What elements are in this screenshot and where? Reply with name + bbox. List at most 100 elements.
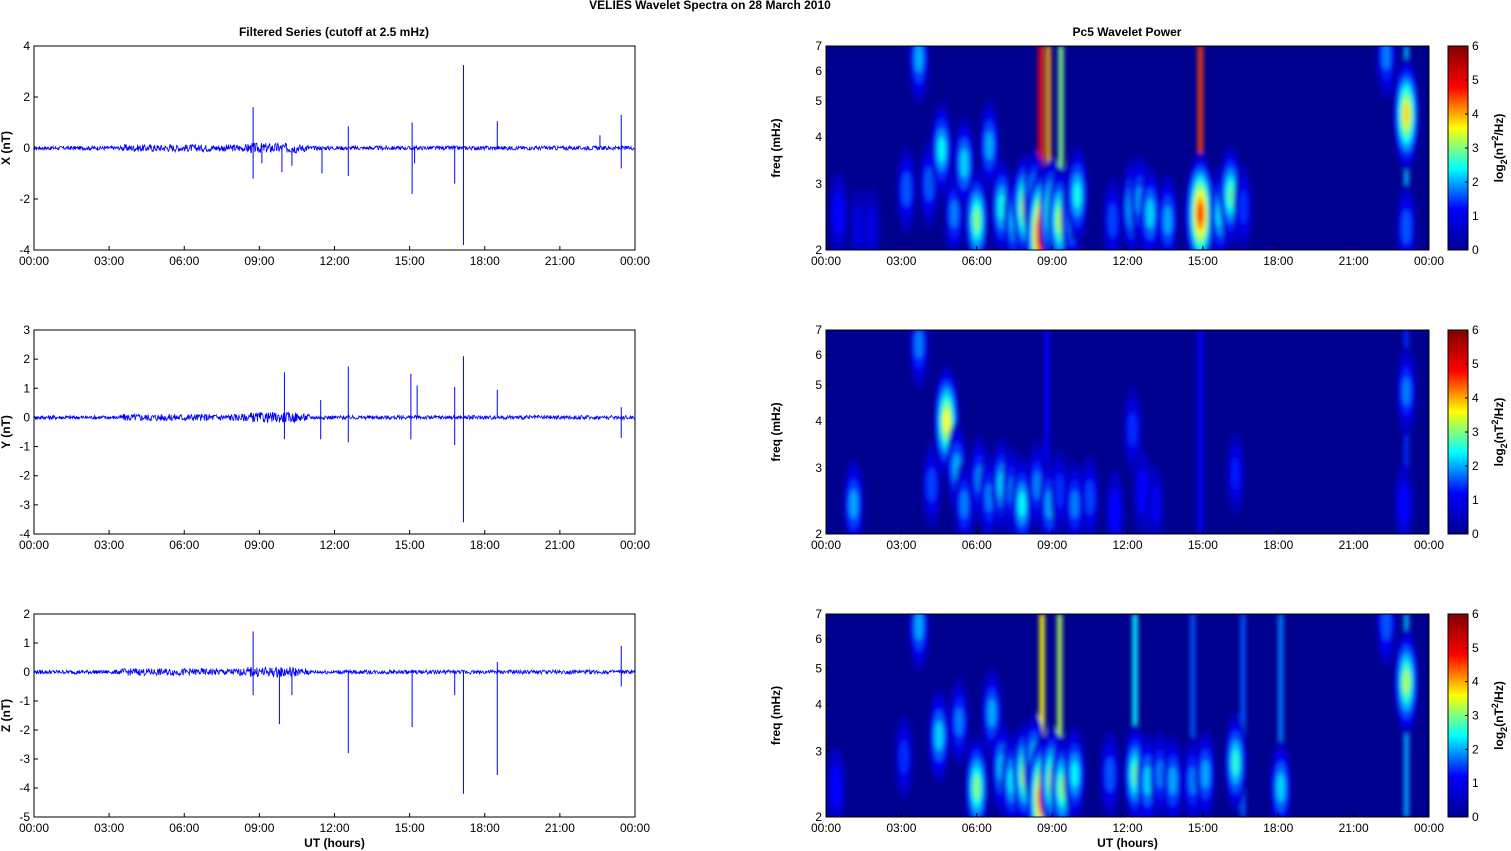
ytick-label: 7 — [815, 39, 822, 53]
wl-xtick-label: 15:00 — [1188, 538, 1218, 552]
power-blob — [1105, 757, 1115, 792]
ytick-label: 2 — [23, 607, 30, 621]
ts-xtick-label: 18:00 — [470, 254, 500, 268]
power-blob — [988, 698, 996, 728]
colorbar-tick-label: 3 — [1472, 141, 1479, 155]
y-axis-label: freq (mHz) — [769, 402, 783, 461]
ts-xtick-label: 21:00 — [545, 821, 575, 835]
ytick-label: -5 — [19, 810, 30, 824]
power-streak — [1039, 614, 1045, 817]
plot-area — [33, 613, 636, 818]
ytick-label: 3 — [23, 323, 30, 337]
ytick-label: 4 — [815, 414, 822, 428]
power-blob — [960, 148, 969, 179]
ytick-label: 6 — [815, 348, 822, 362]
colorbar-label: log2(nT2/Hz) — [1490, 114, 1509, 183]
ytick-label: -3 — [19, 498, 30, 512]
timeseries-panel-z: -5 -4 -3 -2 -1 0 1 2 00:00 03:00 06:00 09:00 12:00 15… — [0, 607, 650, 850]
signal-trace — [33, 141, 636, 154]
wl-xtick-label: 21:00 — [1339, 254, 1369, 268]
colorbar: 0 1 2 3 4 5 6 log2(nT2/Hz) — [1447, 607, 1509, 824]
colorbar-label: log2(nT2/Hz) — [1490, 681, 1509, 750]
power-blob — [1168, 766, 1177, 796]
wl-xtick-label: 12:00 — [1112, 538, 1142, 552]
power-streak — [1045, 46, 1051, 250]
wl-xtick-label: 00:00 — [811, 538, 841, 552]
y-axis-label: freq (mHz) — [769, 686, 783, 745]
colorbar-tick-label: 2 — [1472, 175, 1479, 189]
power-blob — [1109, 488, 1121, 534]
ytick-label: 0 — [23, 410, 30, 424]
power-blob — [1146, 198, 1154, 229]
ts-xtick-label: 18:00 — [470, 821, 500, 835]
colorbar-tick-label: 2 — [1472, 742, 1479, 756]
power-streak — [1132, 614, 1138, 817]
power-blob — [927, 468, 936, 503]
power-blob — [1033, 470, 1041, 500]
power-blob — [973, 208, 980, 233]
ts-xtick-label: 06:00 — [169, 254, 199, 268]
power-blob — [1402, 210, 1411, 245]
power-blob — [1055, 474, 1064, 509]
ytick-label: 5 — [815, 94, 822, 108]
ts-xtick-label: 15:00 — [395, 538, 425, 552]
power-blob — [935, 721, 943, 751]
ytick-label: 7 — [815, 323, 822, 337]
power-blob — [1276, 772, 1285, 803]
ts-xtick-label: 15:00 — [395, 821, 425, 835]
power-blob — [849, 489, 858, 519]
ytick-label: -1 — [19, 694, 30, 708]
colorbar-tick-label: 6 — [1472, 607, 1479, 621]
ytick-label: 6 — [815, 64, 822, 78]
power-blob — [1163, 205, 1172, 235]
wl-xtick-label: 09:00 — [1037, 254, 1067, 268]
ytick-label: -4 — [19, 781, 30, 795]
timeseries-panel-y: -4 -3 -2 -1 0 1 2 3 00:00 03:00 06:00 09:00 12:00 15:… — [0, 323, 650, 552]
ytick-label: 3 — [815, 177, 822, 191]
power-blob — [1073, 182, 1081, 209]
colorbar: 0 1 2 3 4 5 6 log2(nT2/Hz) — [1447, 39, 1509, 257]
power-blob — [1149, 482, 1161, 527]
ytick-label: -3 — [19, 752, 30, 766]
power-field — [826, 614, 1419, 817]
wl-xtick-label: 12:00 — [1112, 254, 1142, 268]
ytick-label: 2 — [815, 527, 822, 541]
wavelet-panel-z: 2 3 4 5 6 7 00:00 03:00 06:00 09:00 12:00 15:00 18:0… — [769, 607, 1509, 850]
power-blob — [1402, 377, 1411, 406]
power-blob — [833, 191, 844, 237]
power-blob — [1071, 761, 1079, 788]
power-blob — [924, 166, 934, 202]
power-streak — [1058, 46, 1064, 250]
power-blob — [902, 172, 911, 207]
figure-title: VELIES Wavelet Spectra on 28 March 2010 — [589, 0, 831, 12]
power-blob — [853, 205, 864, 249]
power-streak — [1197, 330, 1203, 534]
power-blob — [1085, 480, 1095, 515]
colorbar-tick-label: 4 — [1472, 391, 1479, 405]
ts-xtick-label: 00:00 — [620, 538, 650, 552]
ytick-label: 6 — [815, 632, 822, 646]
colorbar-tick-label: 3 — [1472, 425, 1479, 439]
wl-xtick-label: 12:00 — [1112, 821, 1142, 835]
ytick-label: -2 — [19, 469, 30, 483]
ts-xtick-label: 03:00 — [94, 254, 124, 268]
wl-xtick-label: 18:00 — [1263, 254, 1293, 268]
colorbar-tick-label: 5 — [1472, 357, 1479, 371]
power-blob — [1398, 481, 1410, 527]
power-blob — [1403, 669, 1410, 695]
ts-xtick-label: 00:00 — [19, 538, 49, 552]
colorbar-tick-label: 5 — [1472, 73, 1479, 87]
ytick-label: 5 — [815, 662, 822, 676]
ytick-label: 3 — [815, 461, 822, 475]
power-blob — [1232, 749, 1240, 776]
power-blob — [943, 409, 950, 433]
wl-xtick-label: 06:00 — [962, 821, 992, 835]
power-blob — [1227, 183, 1234, 208]
ts-xtick-label: 09:00 — [244, 821, 274, 835]
signal-trace — [33, 665, 636, 678]
power-blob — [1231, 456, 1240, 491]
plot-area — [33, 329, 636, 535]
ts-xtick-label: 09:00 — [244, 254, 274, 268]
ytick-label: 5 — [815, 378, 822, 392]
